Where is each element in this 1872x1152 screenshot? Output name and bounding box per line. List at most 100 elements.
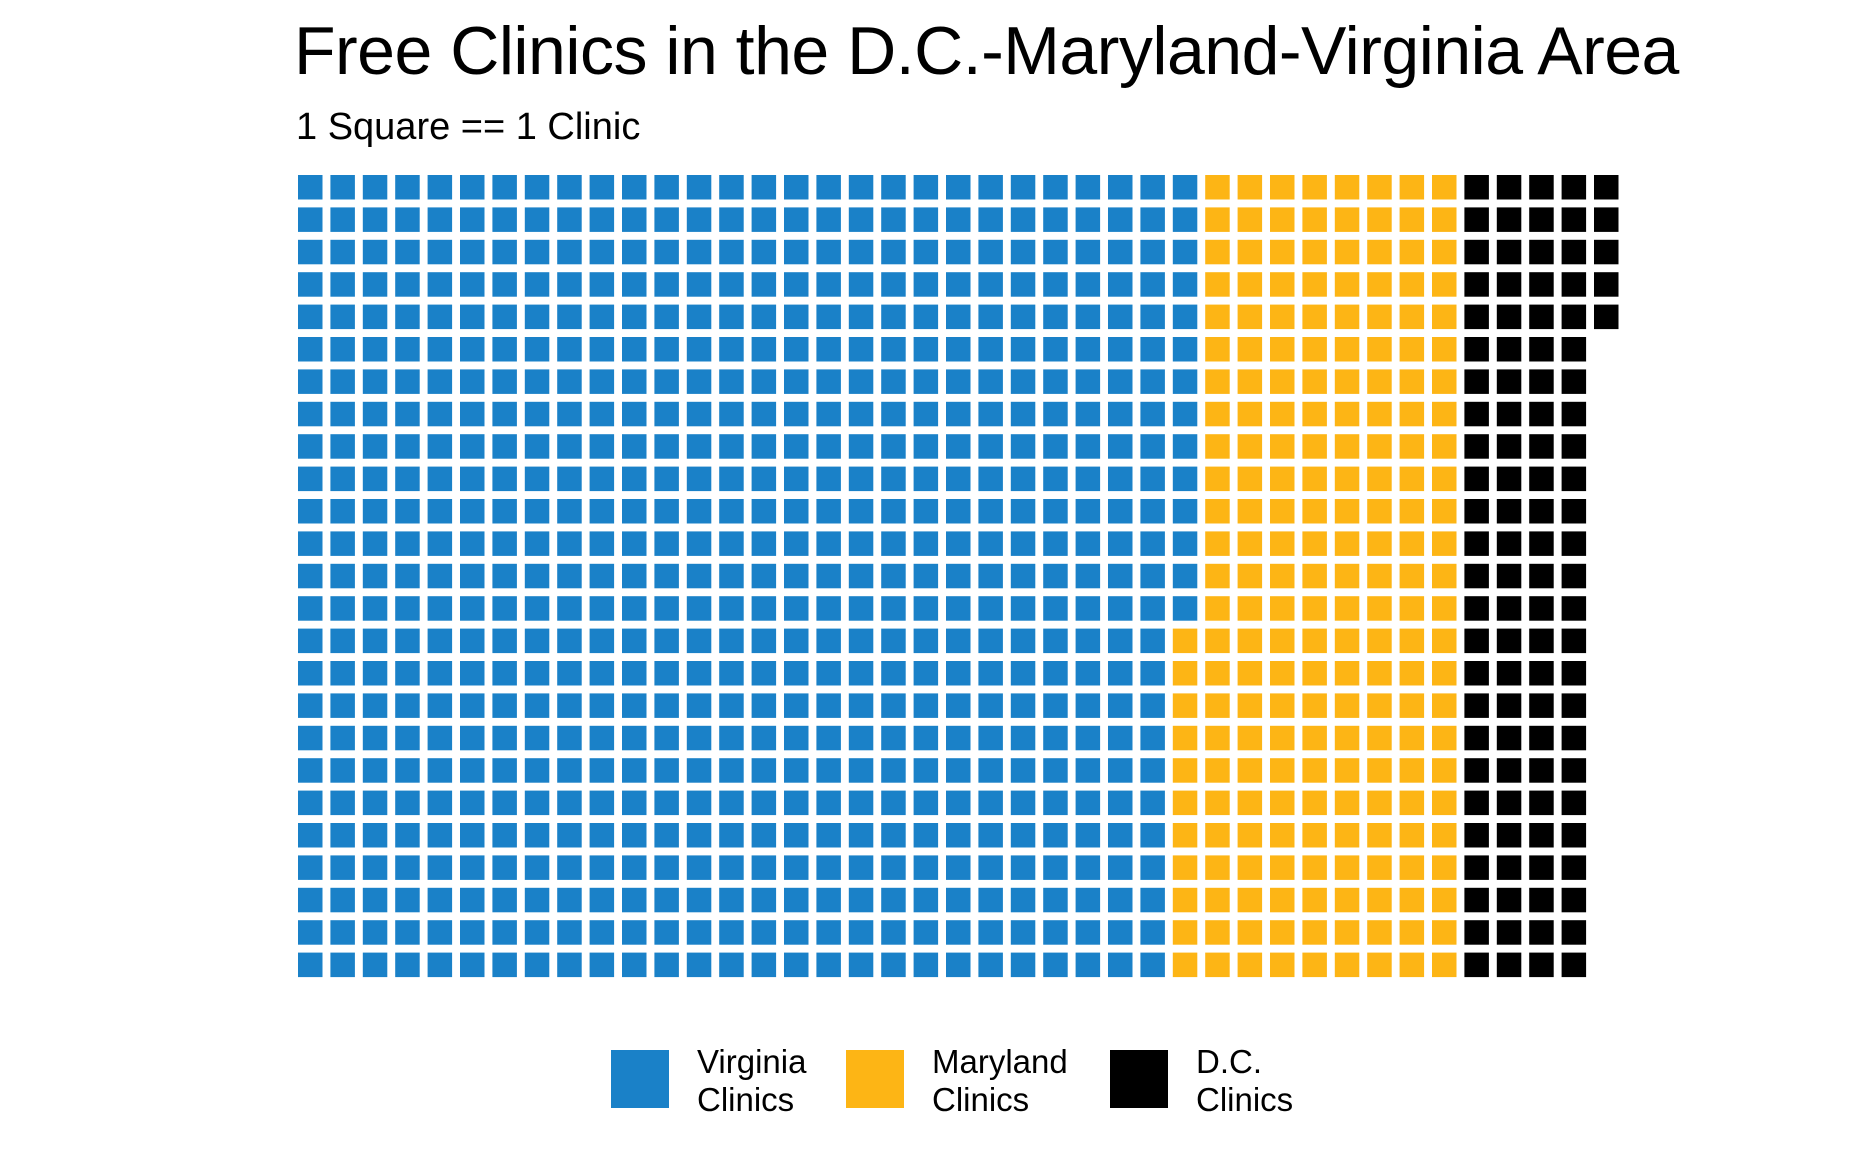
- waffle-square-virginia-clinics: [1108, 855, 1133, 880]
- waffle-square-maryland-clinics: [1205, 952, 1230, 978]
- waffle-square-virginia-clinics: [589, 758, 615, 783]
- waffle-square-virginia-clinics: [1172, 207, 1198, 232]
- waffle-square-virginia-clinics: [1140, 661, 1165, 686]
- waffle-square-virginia-clinics: [654, 175, 679, 200]
- waffle-square-maryland-clinics: [1399, 563, 1425, 589]
- waffle-square-virginia-clinics: [751, 952, 777, 978]
- waffle-square-d-c-clinics: [1496, 693, 1522, 718]
- waffle-square-maryland-clinics: [1367, 758, 1392, 783]
- waffle-square-virginia-clinics: [848, 369, 874, 394]
- waffle-square-maryland-clinics: [1205, 304, 1230, 330]
- waffle-square-virginia-clinics: [1140, 401, 1165, 427]
- waffle-square-virginia-clinics: [946, 531, 971, 556]
- waffle-square-virginia-clinics: [719, 499, 744, 524]
- waffle-square-maryland-clinics: [1172, 855, 1198, 880]
- waffle-square-virginia-clinics: [654, 499, 679, 524]
- waffle-square-virginia-clinics: [492, 725, 517, 751]
- waffle-square-virginia-clinics: [1108, 887, 1133, 913]
- waffle-square-virginia-clinics: [913, 563, 939, 589]
- waffle-square-maryland-clinics: [1334, 207, 1360, 232]
- waffle-square-virginia-clinics: [362, 855, 388, 880]
- waffle-square-virginia-clinics: [460, 272, 485, 297]
- waffle-square-maryland-clinics: [1205, 661, 1230, 686]
- waffle-square-virginia-clinics: [1108, 401, 1133, 427]
- waffle-square-virginia-clinics: [719, 272, 744, 297]
- waffle-square-virginia-clinics: [913, 207, 939, 232]
- waffle-square-virginia-clinics: [330, 337, 355, 362]
- waffle-square-maryland-clinics: [1205, 401, 1230, 427]
- waffle-square-d-c-clinics: [1561, 401, 1587, 427]
- waffle-square-virginia-clinics: [330, 304, 355, 330]
- waffle-square-virginia-clinics: [719, 823, 744, 848]
- waffle-square-maryland-clinics: [1237, 887, 1263, 913]
- waffle-square-virginia-clinics: [589, 207, 615, 232]
- waffle-square-virginia-clinics: [1010, 887, 1036, 913]
- waffle-square-virginia-clinics: [395, 693, 420, 718]
- waffle-square-virginia-clinics: [1108, 790, 1133, 816]
- waffle-square-virginia-clinics: [784, 790, 809, 816]
- waffle-square-virginia-clinics: [1043, 369, 1068, 394]
- waffle-square-maryland-clinics: [1399, 207, 1425, 232]
- waffle-square-virginia-clinics: [1140, 272, 1165, 297]
- waffle-square-maryland-clinics: [1399, 337, 1425, 362]
- waffle-square-d-c-clinics: [1464, 239, 1489, 265]
- waffle-square-virginia-clinics: [978, 466, 1003, 492]
- legend-swatch-virginia-clinics: [611, 1050, 669, 1108]
- waffle-square-virginia-clinics: [395, 596, 420, 621]
- waffle-square-virginia-clinics: [1140, 823, 1165, 848]
- waffle-square-maryland-clinics: [1334, 661, 1360, 686]
- waffle-square-virginia-clinics: [1043, 628, 1068, 654]
- waffle-square-virginia-clinics: [1108, 304, 1133, 330]
- waffle-square-virginia-clinics: [913, 661, 939, 686]
- waffle-square-virginia-clinics: [362, 693, 388, 718]
- waffle-square-virginia-clinics: [946, 337, 971, 362]
- waffle-square-virginia-clinics: [524, 758, 550, 783]
- waffle-square-maryland-clinics: [1399, 887, 1425, 913]
- waffle-square-virginia-clinics: [881, 952, 906, 978]
- waffle-square-maryland-clinics: [1432, 725, 1457, 751]
- waffle-square-virginia-clinics: [751, 401, 777, 427]
- waffle-square-virginia-clinics: [622, 790, 647, 816]
- waffle-square-d-c-clinics: [1496, 790, 1522, 816]
- waffle-square-maryland-clinics: [1432, 887, 1457, 913]
- waffle-square-virginia-clinics: [719, 304, 744, 330]
- waffle-square-maryland-clinics: [1334, 823, 1360, 848]
- waffle-square-virginia-clinics: [427, 272, 453, 297]
- waffle-square-virginia-clinics: [395, 661, 420, 686]
- waffle-square-virginia-clinics: [298, 628, 323, 654]
- waffle-square-virginia-clinics: [881, 499, 906, 524]
- waffle-square-d-c-clinics: [1464, 434, 1489, 459]
- waffle-square-virginia-clinics: [460, 920, 485, 945]
- waffle-square-virginia-clinics: [1075, 693, 1101, 718]
- waffle-square-virginia-clinics: [362, 175, 388, 200]
- waffle-square-virginia-clinics: [654, 790, 679, 816]
- waffle-square-virginia-clinics: [330, 434, 355, 459]
- waffle-square-maryland-clinics: [1432, 369, 1457, 394]
- waffle-square-maryland-clinics: [1432, 596, 1457, 621]
- waffle-square-virginia-clinics: [362, 272, 388, 297]
- waffle-square-maryland-clinics: [1172, 887, 1198, 913]
- waffle-square-d-c-clinics: [1561, 855, 1587, 880]
- waffle-square-maryland-clinics: [1205, 563, 1230, 589]
- waffle-square-maryland-clinics: [1334, 434, 1360, 459]
- waffle-square-virginia-clinics: [719, 596, 744, 621]
- waffle-square-d-c-clinics: [1496, 531, 1522, 556]
- waffle-square-virginia-clinics: [362, 823, 388, 848]
- waffle-square-d-c-clinics: [1529, 725, 1554, 751]
- waffle-square-virginia-clinics: [330, 272, 355, 297]
- waffle-square-virginia-clinics: [1172, 369, 1198, 394]
- waffle-square-virginia-clinics: [492, 434, 517, 459]
- waffle-square-virginia-clinics: [557, 628, 582, 654]
- waffle-square-virginia-clinics: [622, 499, 647, 524]
- waffle-square-d-c-clinics: [1529, 823, 1554, 848]
- waffle-square-virginia-clinics: [362, 369, 388, 394]
- waffle-square-virginia-clinics: [427, 758, 453, 783]
- waffle-square-virginia-clinics: [330, 693, 355, 718]
- waffle-square-virginia-clinics: [719, 725, 744, 751]
- waffle-square-virginia-clinics: [622, 823, 647, 848]
- waffle-square-maryland-clinics: [1237, 823, 1263, 848]
- waffle-square-virginia-clinics: [913, 596, 939, 621]
- waffle-square-maryland-clinics: [1237, 434, 1263, 459]
- waffle-square-virginia-clinics: [395, 628, 420, 654]
- waffle-square-virginia-clinics: [848, 823, 874, 848]
